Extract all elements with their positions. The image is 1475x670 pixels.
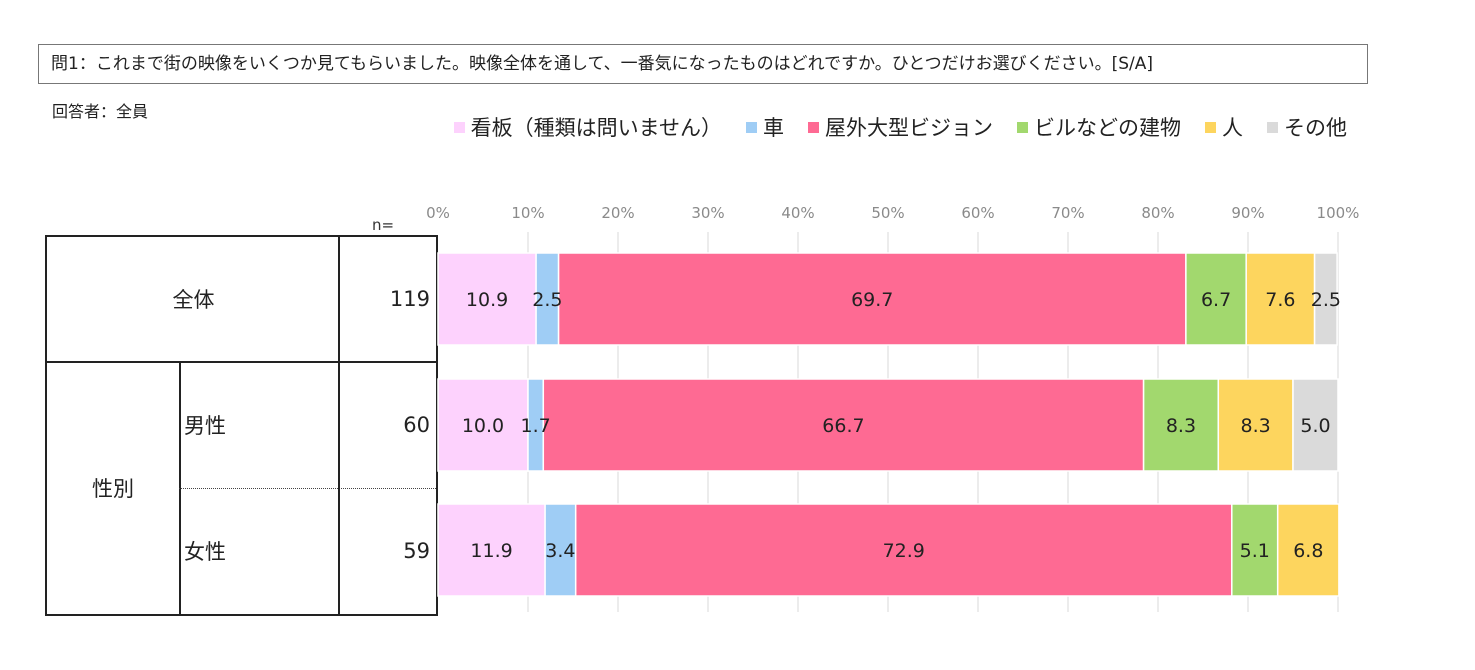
table-cell-male-n: 60 [338, 361, 438, 489]
x-tick-label: 80% [1141, 204, 1174, 222]
bar-segment [1245, 252, 1316, 346]
legend-item-4: 人 [1205, 112, 1243, 142]
group-label-gender: 性別 [92, 476, 134, 501]
bar-value-label: 8.3 [1166, 415, 1196, 437]
legend-item-2: 屋外大型ビジョン [808, 112, 993, 142]
legend-item-3: ビルなどの建物 [1017, 112, 1181, 142]
legend-label: 車 [763, 116, 784, 140]
x-tick-label: 50% [871, 204, 904, 222]
bar-value-label: 66.7 [822, 415, 864, 437]
respondent-note: 回答者：全員 [52, 102, 149, 121]
bar-value-label: 2.5 [532, 289, 562, 311]
legend-label: 看板（種類は問いません） [470, 116, 722, 140]
bar-value-label: 2.5 [1311, 289, 1341, 311]
legend-label: その他 [1284, 116, 1347, 140]
table-cell-female-label: 女性 [179, 488, 340, 616]
legend-item-5: その他 [1267, 112, 1347, 142]
bar-segment [1231, 503, 1279, 597]
chart-legend: 看板（種類は問いません） 車 屋外大型ビジョン ビルなどの建物 人 その他 [453, 112, 1347, 142]
x-tick-label: 20% [601, 204, 634, 222]
x-tick-label: 70% [1051, 204, 1084, 222]
bar-segment [1142, 378, 1220, 472]
x-tick-label: 0% [426, 204, 450, 222]
legend-swatch [1017, 121, 1028, 133]
bar-value-label: 3.4 [545, 540, 575, 562]
question-box: 問1：これまで街の映像をいくつか見てもらいました。映像全体を通して、一番気になっ… [38, 44, 1368, 84]
bar-value-label: 72.9 [883, 540, 925, 562]
bar-segment [1276, 503, 1340, 597]
legend-swatch [453, 121, 465, 133]
x-tick-label: 30% [691, 204, 724, 222]
question-text: 問1：これまで街の映像をいくつか見てもらいました。映像全体を通して、一番気になっ… [51, 54, 1153, 74]
x-tick-label: 90% [1231, 204, 1264, 222]
bar-segment [1292, 378, 1339, 472]
bar-value-label: 11.9 [470, 540, 512, 562]
row-label-male: 男性 [184, 413, 226, 438]
bar-value-label: 69.7 [851, 289, 893, 311]
bar-value-label: 8.3 [1241, 415, 1271, 437]
bar-value-label: 6.7 [1201, 289, 1231, 311]
bar-value-label: 7.6 [1265, 289, 1295, 311]
table-cell-male-label: 男性 [179, 361, 340, 489]
x-tick-label: 60% [961, 204, 994, 222]
row-label-female: 女性 [184, 540, 226, 564]
legend-item-0: 看板（種類は問いません） [453, 112, 722, 142]
x-tick-label: 10% [511, 204, 544, 222]
legend-item-1: 車 [746, 112, 784, 142]
bar-segment [557, 252, 1187, 346]
n-overall: 119 [389, 287, 430, 311]
legend-swatch [1267, 121, 1278, 133]
n-female: 59 [403, 539, 430, 563]
bar-segment [1185, 252, 1247, 346]
bar-segment [1217, 378, 1294, 472]
legend-swatch [1205, 121, 1216, 133]
bar-segment [574, 503, 1233, 597]
legend-swatch [746, 121, 757, 133]
n-male: 60 [403, 412, 430, 437]
legend-label: 屋外大型ビジョン [825, 116, 993, 140]
legend-label: ビルなどの建物 [1034, 116, 1181, 140]
bar-value-label: 5.1 [1240, 540, 1270, 562]
legend-swatch [808, 121, 819, 133]
x-tick-label: 100% [1317, 204, 1360, 222]
bar-value-label: 5.0 [1300, 415, 1330, 437]
bar-segment [544, 503, 577, 597]
table-cell-female-n: 59 [338, 488, 438, 616]
row-label-overall: 全体 [172, 288, 215, 312]
bar-value-label: 6.8 [1293, 540, 1323, 562]
bar-value-label: 10.0 [462, 415, 504, 437]
table-cell-overall-n: 119 [338, 235, 438, 363]
x-tick-label: 40% [781, 204, 814, 222]
bar-segment [437, 503, 546, 597]
n-header: n= [372, 216, 395, 234]
legend-label: 人 [1222, 116, 1243, 140]
bar-value-label: 1.7 [521, 415, 551, 437]
bar-value-label: 10.9 [466, 289, 508, 311]
table-cell-overall-label: 全体 [45, 235, 340, 363]
bar-segment [1313, 252, 1338, 346]
